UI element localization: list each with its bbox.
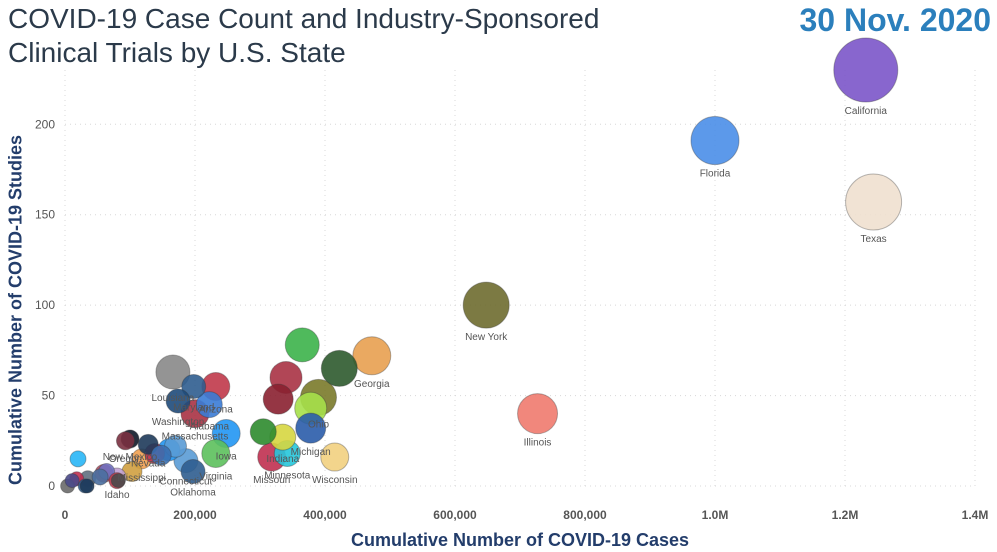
data-point[interactable]: Arkansas xyxy=(150,444,172,466)
point-label: Wisconsin xyxy=(312,475,358,486)
data-point[interactable]: New Hampshire xyxy=(69,450,87,468)
point-label: Maryland xyxy=(173,403,214,414)
point-label: Oklahoma xyxy=(170,488,216,499)
point-label: Washington xyxy=(152,417,204,428)
data-point[interactable]: Florida xyxy=(690,116,740,166)
data-points: California Texas Florida New York Illinois Ge… xyxy=(60,37,903,494)
data-point[interactable]: Virginia xyxy=(201,438,231,468)
point-label: Ohio xyxy=(308,419,330,430)
data-point[interactable]: Illinois xyxy=(517,393,559,435)
point-label: Oregon xyxy=(109,454,142,465)
data-point[interactable]: Pennsylvania xyxy=(320,349,358,387)
report-date: 30 Nov. 2020 xyxy=(799,2,991,38)
x-tick-label: 400,000 xyxy=(303,508,347,522)
point-label: New York xyxy=(465,332,508,343)
point-label: Michigan xyxy=(291,447,331,458)
x-axis-label: Cumulative Number of COVID-19 Cases xyxy=(350,530,690,550)
x-tick-label: 1.2M xyxy=(832,508,859,522)
point-label: Connecticut xyxy=(159,477,212,488)
data-point[interactable]: North Carolina xyxy=(284,327,320,363)
chart-title: COVID-19 Case Count and Industry-Sponsor… xyxy=(8,3,600,68)
point-label: New Mexico xyxy=(103,452,158,463)
data-point[interactable]: Maine xyxy=(64,473,80,489)
y-tick-label: 200 xyxy=(35,117,55,131)
data-point[interactable]: Colorado xyxy=(249,418,277,446)
grid-lines xyxy=(64,70,976,487)
data-point[interactable]: Wyoming xyxy=(79,478,95,494)
point-labels: California Florida Texas New York Illinois Ge… xyxy=(103,106,888,501)
point-label: Louisiana xyxy=(151,393,194,404)
point-label: Arizona xyxy=(199,405,233,416)
point-label: Iowa xyxy=(216,452,238,463)
x-tick-label: 200,000 xyxy=(173,508,217,522)
point-label: Florida xyxy=(700,169,731,180)
point-label: California xyxy=(845,106,888,117)
y-tick-labels: 0 50 100 150 200 xyxy=(35,117,55,493)
x-tick-label: 1.0M xyxy=(702,508,729,522)
data-point[interactable]: Michigan xyxy=(295,412,327,444)
y-tick-label: 0 xyxy=(48,479,55,493)
y-tick-label: 150 xyxy=(35,208,55,222)
data-point[interactable]: Maryland xyxy=(181,374,207,400)
data-point[interactable]: Alabama xyxy=(195,391,223,419)
x-tick-label: 800,000 xyxy=(563,508,607,522)
point-label: Alabama xyxy=(190,422,230,433)
data-point[interactable]: Wisconsin xyxy=(320,442,350,472)
point-label: Massachusetts xyxy=(162,432,229,443)
data-point[interactable]: South Carolina xyxy=(262,383,294,415)
point-label: Virginia xyxy=(199,471,233,482)
x-tick-label: 600,000 xyxy=(433,508,477,522)
point-label: Missouri xyxy=(253,475,290,486)
data-point[interactable]: Louisiana xyxy=(155,354,191,390)
data-point[interactable]: New York xyxy=(462,281,510,329)
point-label: Texas xyxy=(861,234,887,245)
point-label: Indiana xyxy=(266,454,299,465)
data-point[interactable]: Washington xyxy=(165,388,191,414)
y-tick-label: 50 xyxy=(42,389,56,403)
point-label: Idaho xyxy=(104,490,129,501)
point-label: Mississippi xyxy=(118,473,166,484)
data-point[interactable]: Oregon xyxy=(115,431,135,451)
data-point[interactable]: Texas xyxy=(845,173,903,231)
data-point[interactable]: Georgia xyxy=(352,336,392,376)
data-point[interactable]: California xyxy=(833,37,899,103)
x-tick-label: 1.4M xyxy=(962,508,989,522)
point-label: Georgia xyxy=(354,379,390,390)
data-point[interactable]: North Dakota xyxy=(110,473,126,489)
data-point[interactable]: Oklahoma xyxy=(180,459,206,485)
point-label: Illinois xyxy=(524,438,552,449)
point-label: Nevada xyxy=(131,458,166,469)
point-label: Minnesota xyxy=(264,470,311,481)
x-tick-labels: 0 200,000 400,000 600,000 800,000 1.0M 1.2M 1.4… xyxy=(62,508,989,522)
y-tick-label: 100 xyxy=(35,298,55,312)
x-tick-label: 0 xyxy=(62,508,69,522)
data-point[interactable]: West Virginia xyxy=(91,468,109,486)
